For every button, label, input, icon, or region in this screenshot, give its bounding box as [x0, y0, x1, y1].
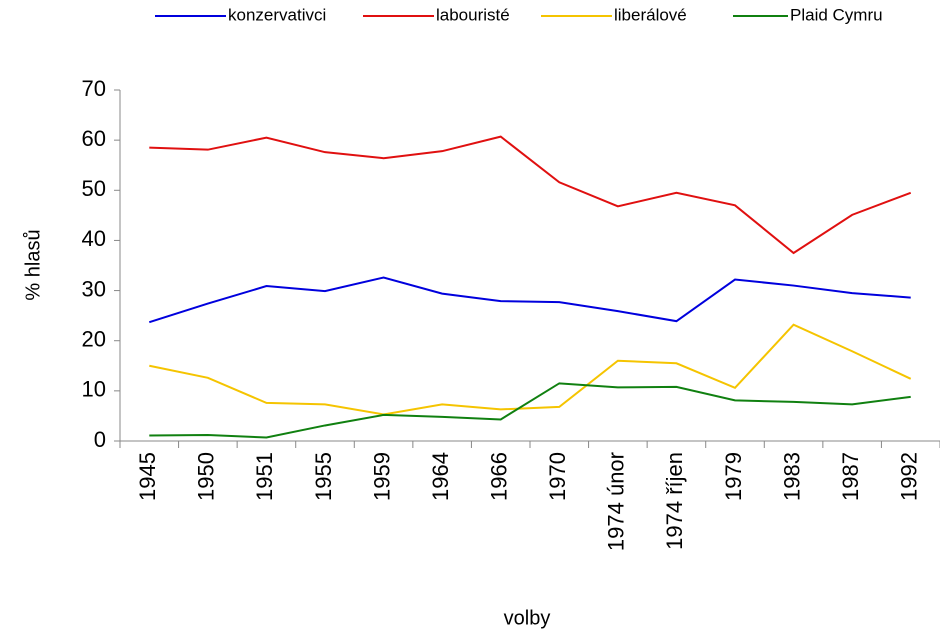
- x-tick-label: 1992: [897, 452, 922, 501]
- y-axis-label: % hlasů: [22, 229, 44, 300]
- legend-label: konzervativci: [228, 5, 326, 24]
- x-tick-label: 1979: [721, 452, 746, 501]
- x-tick-label: 1974 únor: [604, 452, 629, 551]
- y-tick-label: 30: [82, 276, 106, 301]
- y-tick-label: 70: [82, 76, 106, 101]
- x-tick-label: 1964: [428, 452, 453, 501]
- x-tick-label: 1955: [311, 452, 336, 501]
- y-tick-label: 20: [82, 327, 106, 352]
- x-tick-label: 1959: [369, 452, 394, 501]
- legend-label: Plaid Cymru: [790, 5, 883, 24]
- x-tick-label: 1983: [779, 452, 804, 501]
- y-tick-label: 0: [94, 427, 106, 452]
- series-line: [149, 382, 911, 439]
- x-tick-label: 1951: [252, 452, 277, 501]
- x-tick-label: 1974 říjen: [662, 452, 687, 550]
- series-line: [149, 135, 912, 255]
- y-tick-label: 60: [82, 126, 106, 151]
- x-tick-label: 1966: [487, 452, 512, 501]
- y-tick-label: 10: [82, 377, 106, 402]
- series-line: [148, 276, 911, 324]
- legend-label: labouristé: [436, 5, 510, 24]
- x-tick-label: 1950: [194, 452, 219, 501]
- x-tick-label: 1987: [838, 452, 863, 501]
- series-line: [149, 323, 912, 416]
- x-axis-label: volby: [504, 607, 551, 629]
- legend-label: liberálové: [614, 5, 687, 24]
- x-tick-label: 1970: [545, 452, 570, 501]
- y-tick-label: 50: [82, 176, 106, 201]
- y-tick-label: 40: [82, 226, 106, 251]
- x-tick-label: 1945: [135, 452, 160, 501]
